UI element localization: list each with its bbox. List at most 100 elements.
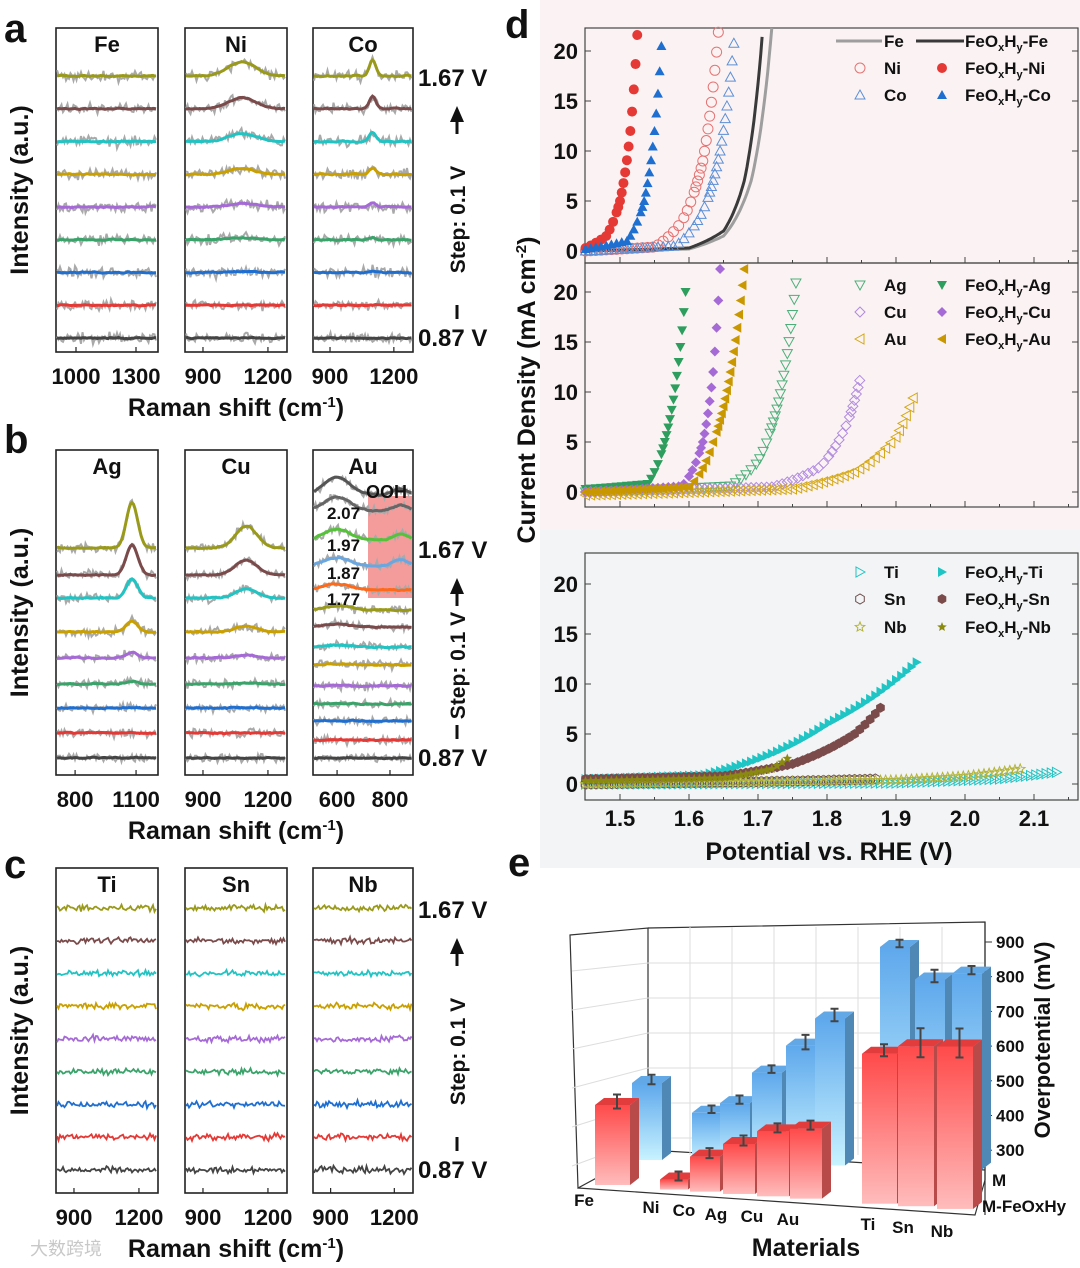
data-point-marker	[751, 767, 761, 777]
data-point-marker	[1000, 772, 1011, 785]
x-tick-label: 1200	[243, 364, 292, 389]
data-point-marker	[840, 709, 850, 720]
data-point-marker	[781, 483, 792, 496]
data-point-marker	[632, 484, 642, 495]
column-title-ni: Ni	[225, 32, 247, 57]
step-label: Step: 0.1 V	[447, 612, 470, 719]
data-point-marker	[713, 295, 724, 306]
x-tick-label: 1.5	[605, 806, 636, 831]
spectrum-trace-ni	[185, 236, 286, 242]
data-point-marker	[712, 153, 725, 164]
data-point-marker	[740, 470, 752, 481]
data-point-marker	[658, 774, 668, 784]
y-axis-label: Intensity (a.u.)	[6, 946, 34, 1115]
spectrum-trace-ti	[56, 902, 157, 915]
spectrum-trace-ni	[185, 269, 286, 275]
x-tick-label: 1200	[114, 1205, 163, 1230]
y-tick-label: 20	[554, 39, 578, 64]
data-point-marker	[699, 428, 710, 439]
data-point-marker	[876, 702, 885, 713]
spectrum-trace-ni	[186, 166, 286, 177]
data-point-marker	[943, 775, 954, 787]
row-label-m-feoxhy: M-FeOxHy	[982, 1197, 1067, 1216]
voltage-bottom-label: 0.87 V	[418, 325, 487, 352]
category-label-nb: Nb	[931, 1222, 954, 1241]
panel-c: Ti 900 1200 Sn 900 1200 Nb 900 1200 1.67 V 0.87 V S…	[6, 867, 487, 1263]
panel-label-c: c	[4, 843, 26, 887]
x-tick-label: 1200	[370, 1205, 419, 1230]
y-tick-label: 10	[554, 380, 578, 405]
data-point-marker	[900, 409, 911, 422]
data-point-marker	[658, 483, 668, 494]
data-point-marker	[767, 764, 777, 773]
data-point-marker	[850, 388, 863, 400]
data-point-marker	[656, 450, 667, 460]
y-tick-label: 15	[554, 330, 578, 355]
data-point-marker	[938, 775, 949, 788]
legend-label: FeOxHy-Sn	[965, 590, 1050, 612]
data-point-marker	[627, 775, 637, 785]
data-point-marker	[722, 86, 735, 97]
data-point-marker	[642, 484, 652, 495]
data-point-marker	[678, 212, 690, 224]
data-point-marker	[726, 763, 736, 774]
series-feoxhy-au: FeOxHy-Au	[580, 264, 1051, 497]
data-point-marker	[715, 773, 725, 783]
data-point-marker	[701, 419, 712, 430]
spectrum-trace-sn	[185, 967, 286, 978]
data-point-marker	[770, 483, 782, 496]
data-point-marker	[725, 771, 736, 781]
grid-line	[571, 1032, 649, 1050]
data-point-marker	[668, 774, 679, 784]
data-point-marker	[853, 333, 865, 345]
data-point-marker	[735, 295, 745, 306]
y-tick-label: 500	[996, 1072, 1024, 1091]
data-point-marker	[772, 397, 785, 409]
spectrum-trace-au	[313, 622, 412, 630]
bar-front-face	[690, 1156, 720, 1192]
category-label-au: Au	[777, 1210, 800, 1229]
legend-label: Cu	[884, 303, 907, 322]
data-point-marker	[646, 155, 657, 165]
data-point-marker	[822, 474, 834, 487]
data-point-marker	[728, 37, 740, 48]
grid-line	[571, 997, 649, 1011]
data-point-marker	[642, 178, 653, 188]
legend-label: FeOxHy-Co	[965, 86, 1051, 108]
data-point-marker	[866, 693, 876, 704]
data-point-marker	[760, 438, 773, 449]
data-point-marker	[673, 482, 683, 493]
data-point-marker	[797, 470, 809, 482]
subplot-3: Ti FeOxHy-Ti Sn FeOxHy-Sn Nb FeOxHy-Nb	[579, 563, 1063, 790]
x-axis-label: Raman shift (cm-1)	[128, 394, 344, 422]
data-point-marker	[835, 712, 845, 723]
category-label-sn: Sn	[892, 1218, 914, 1237]
legend-label: FeOxHy-Ni	[965, 59, 1045, 81]
data-point-marker	[845, 706, 855, 717]
data-point-marker	[666, 405, 677, 415]
data-point-marker	[788, 294, 801, 306]
bar-side-face	[982, 966, 991, 1170]
data-point-marker	[697, 437, 708, 447]
data-point-marker	[1015, 770, 1027, 783]
data-point-marker	[826, 445, 838, 458]
data-point-marker	[1003, 764, 1016, 776]
spectrum-trace-nb	[313, 1097, 412, 1111]
data-point-marker	[653, 774, 663, 784]
spectrum-trace-au	[314, 662, 412, 668]
data-point-marker	[646, 474, 657, 484]
error-bar	[801, 1033, 810, 1051]
bar-front-face	[660, 1179, 688, 1190]
spectrum-trace-cu	[185, 681, 286, 687]
data-point-marker	[703, 485, 715, 498]
spectrum-trace-ni	[185, 60, 286, 78]
data-point-marker	[652, 88, 663, 98]
voltage-bottom-label: 0.87 V	[418, 745, 487, 772]
grid-line	[571, 962, 649, 972]
column-frame-ag	[55, 449, 159, 776]
data-point-marker	[699, 145, 711, 157]
column-frame-au	[312, 449, 414, 776]
data-point-marker	[635, 207, 646, 217]
data-point-marker	[700, 135, 712, 147]
column-title-co: Co	[348, 32, 377, 57]
